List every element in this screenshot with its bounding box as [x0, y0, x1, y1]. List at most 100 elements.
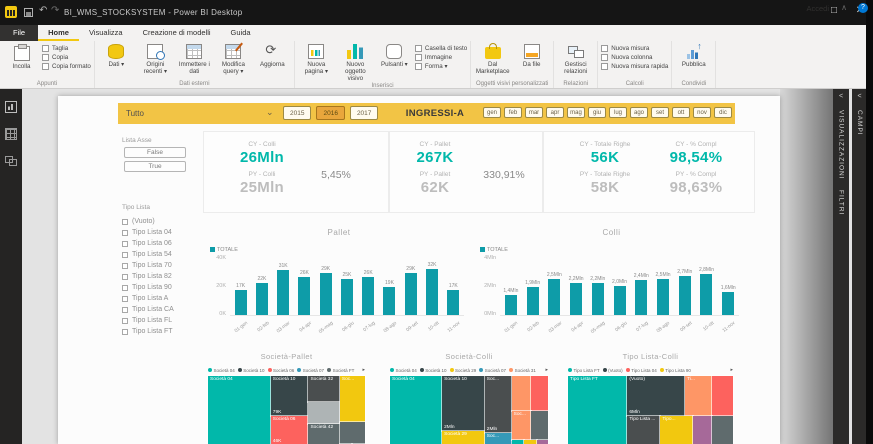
bool-slicer-false-button[interactable]: False: [124, 147, 186, 158]
bar-05-mag[interactable]: [319, 272, 332, 315]
bar-11-nov[interactable]: [722, 291, 735, 315]
month-button-nov[interactable]: nov: [693, 107, 711, 118]
copia-button[interactable]: Copia: [42, 54, 91, 61]
treemap-tile-societ-10[interactable]: Società 10 79K: [269, 375, 310, 417]
checkbox-icon[interactable]: [122, 229, 128, 236]
treemap-tile-societ-04[interactable]: Società 04: [207, 375, 272, 444]
slicer-item-tipo-lista-06[interactable]: Tipo Lista 06: [122, 238, 210, 249]
month-button-set[interactable]: set: [651, 107, 669, 118]
bar-08-ago[interactable]: [657, 278, 669, 315]
bar-06-giu[interactable]: [613, 286, 626, 315]
slicer-item-tipo-lista-ft[interactable]: Tipo Lista FT: [122, 326, 210, 337]
treemap-tile[interactable]: [535, 438, 549, 444]
maximize-button[interactable]: □: [830, 5, 838, 16]
nuova-misura-button[interactable]: Nuova misura: [601, 45, 668, 52]
bar-09-set[interactable]: [404, 272, 417, 315]
fields-panel-collapsed[interactable]: < CAMPI: [852, 89, 867, 444]
slicer-item-tipo-lista-ca[interactable]: Tipo Lista CA: [122, 304, 210, 315]
help-icon[interactable]: ?: [858, 3, 868, 13]
treemap-tile[interactable]: [710, 375, 735, 417]
checkbox-icon[interactable]: [122, 295, 128, 302]
bar-07-lug[interactable]: [362, 277, 375, 315]
bar-07-lug[interactable]: [635, 280, 648, 315]
nuovo-oggetto-visivo-button[interactable]: Nuovo oggetto visivo: [337, 43, 374, 82]
bar-04-apr[interactable]: [298, 277, 311, 315]
month-button-apr[interactable]: apr: [546, 107, 564, 118]
origini-recenti-button[interactable]: Origini recenti ▾: [137, 43, 174, 80]
month-button-mar[interactable]: mar: [525, 107, 543, 118]
treemap-tile-ti[interactable]: Ti...: [684, 375, 713, 417]
report-view-icon[interactable]: [5, 101, 17, 113]
treemap-tile[interactable]: [692, 414, 713, 444]
immagine-button[interactable]: Immagine: [414, 54, 467, 61]
dal-marketplace-button[interactable]: Dal Marketplace: [474, 43, 511, 80]
month-button-ago[interactable]: ago: [630, 107, 648, 118]
model-view-icon[interactable]: [5, 155, 17, 167]
treemap-tile-societ-10[interactable]: Società 10 2Mln: [441, 375, 486, 432]
dati-button[interactable]: Dati ▾: [98, 43, 135, 80]
modifica-query-button[interactable]: Modifica query ▾: [215, 43, 252, 80]
checkbox-icon[interactable]: [122, 328, 128, 335]
slicer-item-tipo-lista-70[interactable]: Tipo Lista 70: [122, 260, 210, 271]
treemap-tile[interactable]: [523, 438, 538, 444]
da-file-button[interactable]: Da file: [513, 43, 550, 80]
copia-formato-button[interactable]: Copia formato: [42, 63, 91, 70]
collapse-ribbon-icon[interactable]: ∧: [841, 3, 847, 12]
bar-03-mar[interactable]: [277, 270, 290, 315]
legend-scroll-arrow-icon[interactable]: ▸: [730, 367, 733, 373]
slicer-item-tipo-lista-90[interactable]: Tipo Lista 90: [122, 282, 210, 293]
incolla-button[interactable]: Incolla: [3, 43, 40, 80]
year-button-2015[interactable]: 2015: [283, 106, 312, 120]
slicer-item-tipo-lista-82[interactable]: Tipo Lista 82: [122, 271, 210, 282]
immettere-i-dati-button[interactable]: Immettere i dati: [176, 43, 213, 80]
checkbox-icon[interactable]: [122, 317, 128, 324]
slicer-item-tipo-lista-fl[interactable]: Tipo Lista FL: [122, 315, 210, 326]
treemap-tile-tipo[interactable]: Tipo...: [659, 414, 695, 444]
bar-10-ott[interactable]: [700, 274, 713, 315]
pubblica-button[interactable]: Pubblica: [675, 41, 712, 80]
treemap-tile[interactable]: [529, 410, 550, 441]
treemap-tile-soc[interactable]: Soc... 2Mln: [483, 374, 513, 435]
checkbox-icon[interactable]: [122, 273, 128, 280]
bar-06-giu[interactable]: [340, 278, 353, 315]
nuova-pagina-button[interactable]: Nuova pagina ▾: [298, 43, 335, 82]
bool-slicer-true-button[interactable]: True: [124, 161, 186, 172]
bar-11-nov[interactable]: [447, 290, 460, 315]
bar-08-ago[interactable]: [383, 287, 396, 315]
month-button-giu[interactable]: giu: [588, 107, 606, 118]
casella-di-testo-button[interactable]: Casella di testo: [414, 45, 467, 52]
taglia-button[interactable]: Taglia: [42, 45, 91, 52]
treemap-tile-societ-32[interactable]: Società 32: [307, 374, 341, 404]
treemap-tile-soc[interactable]: Soc...: [338, 374, 366, 424]
treemap-tile-soc[interactable]: Soc...: [510, 410, 532, 441]
bar-09-set[interactable]: [678, 275, 691, 315]
bar-10-ott[interactable]: [426, 268, 439, 315]
tab-guida[interactable]: Guida: [230, 28, 251, 37]
bar-04-apr[interactable]: [570, 283, 583, 315]
treemap-tile-societ-29[interactable]: Società 29: [441, 430, 486, 444]
treemap-tile-societ-42[interactable]: Società 42: [307, 423, 341, 444]
expand-panel-icon[interactable]: <: [838, 93, 844, 100]
nuova-colonna-button[interactable]: Nuova colonna: [601, 54, 668, 61]
tab-visualizza[interactable]: Visualizza: [88, 28, 123, 37]
treemap-tile-soc[interactable]: Soc...: [483, 432, 513, 444]
data-view-icon[interactable]: [5, 128, 17, 140]
treemap-tile-societ-06[interactable]: Società 06 46K: [269, 414, 310, 444]
treemap-tile[interactable]: [510, 374, 532, 413]
slicer-item-vuoto[interactable]: (Vuoto): [122, 216, 210, 227]
treemap-tile-tipo-lista[interactable]: Tipo Lista ...: [626, 414, 662, 444]
treemap-tile[interactable]: [529, 374, 550, 413]
tab-home[interactable]: Home: [38, 25, 79, 41]
checkbox-icon[interactable]: [122, 306, 128, 313]
slicer-item-tipo-lista-04[interactable]: Tipo Lista 04: [122, 227, 210, 238]
pulsanti-button[interactable]: Pulsanti ▾: [376, 43, 413, 82]
gestisci-relazioni-button[interactable]: Gestisci relazioni: [557, 43, 594, 80]
aggiorna-button[interactable]: Aggiorna: [254, 42, 291, 80]
bar-02-feb[interactable]: [526, 287, 539, 315]
year-button-2016[interactable]: 2016: [316, 106, 345, 120]
undo-icon[interactable]: ↶: [39, 5, 48, 16]
month-button-feb[interactable]: feb: [504, 107, 522, 118]
year-button-2017[interactable]: 2017: [349, 106, 379, 120]
checkbox-icon[interactable]: [122, 218, 128, 225]
visualizations-panel-collapsed[interactable]: < VISUALIZZAZIONI FILTRI: [833, 89, 849, 444]
